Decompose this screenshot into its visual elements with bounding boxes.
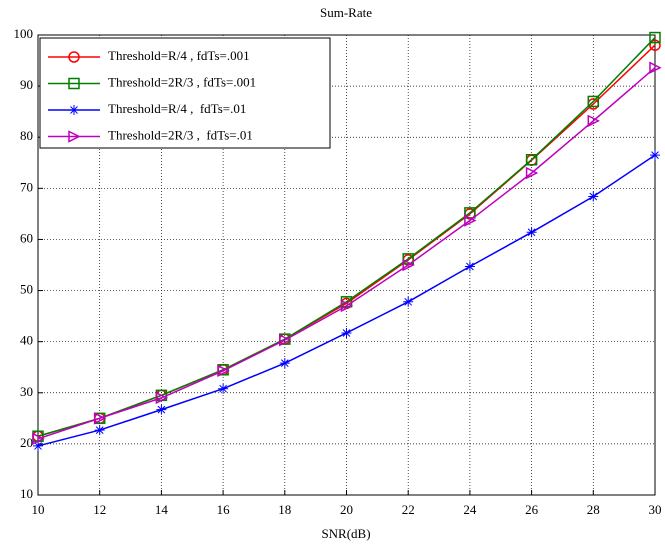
marker (156, 404, 167, 415)
marker (32, 432, 45, 445)
y-tick-label: 50 (20, 282, 33, 297)
x-tick-label: 24 (463, 502, 477, 517)
legend-label: Threshold=R/4 , fdTs=.01 (108, 101, 246, 116)
marker (464, 214, 477, 227)
series-line (37, 37, 656, 437)
x-tick-label: 14 (155, 502, 169, 517)
marker (650, 150, 660, 161)
marker (525, 166, 539, 180)
marker (68, 77, 80, 90)
series-line (37, 67, 656, 440)
marker (68, 51, 80, 63)
y-tick-label: 70 (20, 179, 33, 194)
marker (93, 412, 107, 425)
x-tick-label: 22 (402, 502, 415, 517)
marker (402, 258, 415, 272)
x-tick-label: 18 (278, 502, 291, 517)
marker (279, 358, 290, 369)
marker (526, 227, 537, 238)
plot-frame (37, 34, 656, 496)
y-tick-label: 60 (20, 230, 33, 245)
marker (94, 425, 105, 436)
y-tick-label: 40 (20, 333, 33, 348)
x-tick-label: 30 (649, 502, 662, 517)
marker (587, 95, 600, 108)
marker (279, 333, 292, 347)
x-tick-label: 12 (93, 502, 106, 517)
marker (649, 31, 661, 44)
marker (403, 296, 414, 307)
x-tick-label: 20 (340, 502, 353, 517)
legend-label: Threshold=2R/3 , fdTs=.01 (108, 127, 253, 142)
y-tick-label: 100 (14, 26, 34, 41)
marker (402, 253, 414, 265)
marker (588, 191, 599, 202)
marker (340, 299, 354, 313)
marker (218, 383, 229, 394)
marker (649, 39, 661, 51)
y-tick-label: 80 (20, 128, 33, 143)
marker (33, 440, 43, 451)
legend-label: Threshold=R/4 , fdTs=.001 (108, 48, 250, 63)
x-axis-label: SNR(dB) (321, 526, 370, 541)
marker (69, 105, 79, 115)
marker (341, 327, 352, 338)
legend: Threshold=R/4 , fdTs=.001 Threshold=2R/3 … (39, 37, 331, 149)
y-tick-label: 30 (20, 384, 33, 399)
marker (649, 61, 662, 74)
y-tick-label: 10 (20, 486, 33, 501)
marker (155, 391, 169, 405)
x-tick-label: 26 (525, 502, 539, 517)
x-tick-label: 10 (32, 502, 45, 517)
y-tick-label: 90 (20, 77, 33, 92)
chart-title: Sum-Rate (320, 5, 372, 20)
marker (217, 364, 230, 378)
y-tick-label: 20 (20, 435, 33, 450)
marker (464, 261, 475, 272)
marker (587, 114, 600, 128)
marker (68, 130, 81, 143)
x-tick-label: 28 (587, 502, 600, 517)
legend-label: Threshold=2R/3 , fdTs=.001 (108, 74, 256, 89)
marker (525, 153, 538, 166)
x-tick-label: 16 (217, 502, 231, 517)
